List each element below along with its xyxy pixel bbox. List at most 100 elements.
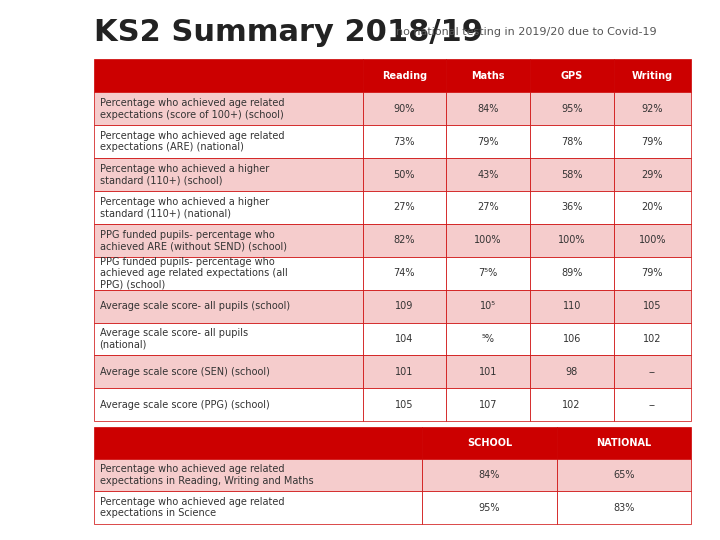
FancyBboxPatch shape [446,322,530,355]
Text: 102: 102 [562,400,581,410]
FancyBboxPatch shape [446,388,530,421]
FancyBboxPatch shape [362,355,446,388]
FancyBboxPatch shape [613,59,691,92]
Text: 109: 109 [395,301,413,311]
FancyBboxPatch shape [422,491,557,524]
FancyBboxPatch shape [530,322,613,355]
FancyBboxPatch shape [557,459,691,491]
Text: 106: 106 [562,334,581,344]
Text: KS2 Summary 2018/19: KS2 Summary 2018/19 [94,18,482,47]
FancyBboxPatch shape [530,224,613,256]
FancyBboxPatch shape [613,158,691,191]
Text: 29%: 29% [642,170,663,179]
Text: ⁵%: ⁵% [482,334,495,344]
FancyBboxPatch shape [613,388,691,421]
FancyBboxPatch shape [613,355,691,388]
FancyBboxPatch shape [557,491,691,524]
Text: Writing: Writing [631,71,673,81]
Text: 100%: 100% [558,235,585,245]
Text: 74%: 74% [394,268,415,278]
Text: 100%: 100% [474,235,502,245]
FancyBboxPatch shape [446,92,530,125]
FancyBboxPatch shape [530,289,613,322]
FancyBboxPatch shape [94,289,362,322]
Text: Reading: Reading [382,71,427,81]
Text: 82%: 82% [394,235,415,245]
Text: --: -- [649,367,656,377]
FancyBboxPatch shape [94,191,362,224]
Text: 95%: 95% [479,503,500,512]
Text: 65%: 65% [613,470,635,480]
Text: 43%: 43% [477,170,499,179]
Text: 78%: 78% [561,137,582,147]
FancyBboxPatch shape [362,125,446,158]
Text: 79%: 79% [642,268,663,278]
FancyBboxPatch shape [613,224,691,256]
Text: 84%: 84% [479,470,500,480]
Text: 7⁵%: 7⁵% [478,268,498,278]
Text: 101: 101 [395,367,413,377]
Text: 27%: 27% [477,202,499,212]
Text: Percentage who achieved a higher
standard (110+) (national): Percentage who achieved a higher standar… [99,197,269,218]
FancyBboxPatch shape [362,191,446,224]
Text: 58%: 58% [561,170,582,179]
Text: no national testing in 2019/20 due to Covid-19: no national testing in 2019/20 due to Co… [396,28,657,37]
Text: 36%: 36% [561,202,582,212]
FancyBboxPatch shape [530,256,613,289]
FancyBboxPatch shape [422,427,557,459]
FancyBboxPatch shape [613,289,691,322]
FancyBboxPatch shape [94,322,362,355]
FancyBboxPatch shape [530,158,613,191]
Text: 105: 105 [395,400,413,410]
FancyBboxPatch shape [446,59,530,92]
Text: Percentage who achieved age related
expectations in Science: Percentage who achieved age related expe… [99,497,284,518]
FancyBboxPatch shape [362,59,446,92]
FancyBboxPatch shape [362,92,446,125]
Text: 105: 105 [643,301,662,311]
FancyBboxPatch shape [94,459,422,491]
Text: 20%: 20% [642,202,663,212]
FancyBboxPatch shape [446,125,530,158]
Text: 110: 110 [562,301,581,311]
FancyBboxPatch shape [422,459,557,491]
FancyBboxPatch shape [557,427,691,459]
FancyBboxPatch shape [446,355,530,388]
FancyBboxPatch shape [530,59,613,92]
Text: 101: 101 [479,367,498,377]
FancyBboxPatch shape [94,256,362,289]
FancyBboxPatch shape [530,355,613,388]
Text: Average scale score (PPG) (school): Average scale score (PPG) (school) [99,400,269,410]
Text: 104: 104 [395,334,413,344]
Text: 73%: 73% [394,137,415,147]
FancyBboxPatch shape [94,125,362,158]
FancyBboxPatch shape [613,125,691,158]
Text: PPG funded pupils- percentage who
achieved age related expectations (all
PPG) (s: PPG funded pupils- percentage who achiev… [99,256,287,290]
FancyBboxPatch shape [362,158,446,191]
FancyBboxPatch shape [362,289,446,322]
Text: Average scale score- all pupils
(national): Average scale score- all pupils (nationa… [99,328,248,350]
FancyBboxPatch shape [446,256,530,289]
Text: Percentage who achieved age related
expectations (ARE) (national): Percentage who achieved age related expe… [99,131,284,152]
Text: 90%: 90% [394,104,415,114]
Text: 89%: 89% [561,268,582,278]
Text: 27%: 27% [394,202,415,212]
Text: 84%: 84% [477,104,499,114]
FancyBboxPatch shape [362,256,446,289]
Text: Percentage who achieved a higher
standard (110+) (school): Percentage who achieved a higher standar… [99,164,269,185]
FancyBboxPatch shape [613,256,691,289]
FancyBboxPatch shape [530,191,613,224]
Text: Average scale score (SEN) (school): Average scale score (SEN) (school) [99,367,269,377]
Text: SCHOOL: SCHOOL [467,438,512,448]
Text: Maths: Maths [472,71,505,81]
FancyBboxPatch shape [446,191,530,224]
FancyBboxPatch shape [94,491,422,524]
Text: 79%: 79% [642,137,663,147]
FancyBboxPatch shape [446,289,530,322]
FancyBboxPatch shape [613,322,691,355]
Text: --: -- [649,400,656,410]
Text: 107: 107 [479,400,498,410]
Text: PPG funded pupils- percentage who
achieved ARE (without SEND) (school): PPG funded pupils- percentage who achiev… [99,230,287,251]
Text: Percentage who achieved age related
expectations in Reading, Writing and Maths: Percentage who achieved age related expe… [99,464,313,486]
FancyBboxPatch shape [530,388,613,421]
FancyBboxPatch shape [94,224,362,256]
